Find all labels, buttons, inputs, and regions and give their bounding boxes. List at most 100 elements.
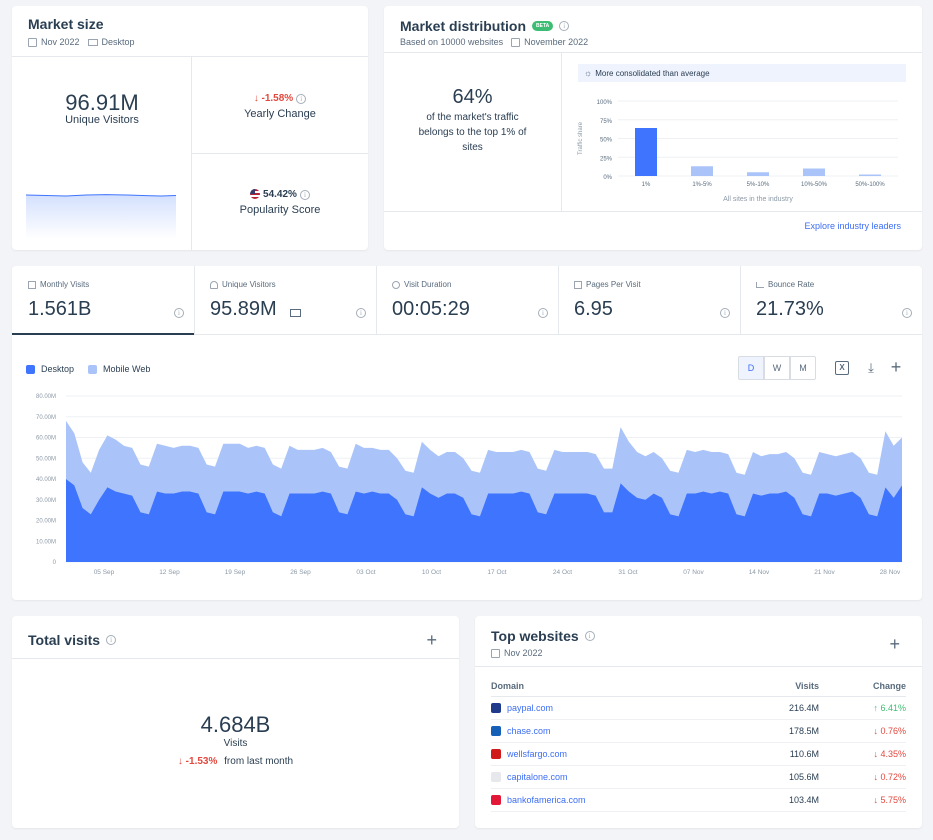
pages-icon <box>574 280 582 289</box>
metric-monthly-visits[interactable]: Monthly Visits 1.561B i <box>12 266 194 335</box>
table-header-row: Domain Visits Change <box>491 676 906 697</box>
info-icon[interactable]: i <box>559 21 570 31</box>
info-icon[interactable]: i <box>174 308 184 318</box>
info-icon[interactable]: i <box>356 308 366 318</box>
metric-label: Unique Visitors <box>222 280 276 289</box>
domain-link[interactable]: chase.com <box>507 725 551 736</box>
market-distribution-title: Market distribution <box>400 18 527 34</box>
column-header-visits[interactable]: Visits <box>739 676 820 697</box>
change-cell: ↓ 4.35% <box>819 742 906 766</box>
calendar-icon <box>28 280 36 289</box>
download-icon[interactable]: ⤓ <box>868 360 874 375</box>
domain-link[interactable]: wellsfargo.com <box>507 748 568 759</box>
granularity-day-button[interactable]: D <box>738 356 764 380</box>
chase-logo-icon <box>491 726 501 737</box>
top-websites-card: Top websites i Nov 2022 + Domain Visits … <box>475 616 922 828</box>
visits-cell: 105.6M <box>739 765 820 789</box>
table-row[interactable]: paypal.com 216.4M ↑ 6.41% <box>491 696 906 720</box>
y-tick-label: 0% <box>603 175 612 181</box>
divider <box>558 266 559 334</box>
info-icon[interactable]: i <box>902 308 912 318</box>
table-row[interactable]: capitalone.com 105.6M ↓ 0.72% <box>491 765 906 789</box>
x-tick-label: 24 Oct <box>553 569 572 576</box>
divider <box>12 56 368 57</box>
divider <box>740 266 741 334</box>
top-websites-meta: Nov 2022 <box>491 648 543 658</box>
table-row[interactable]: wellsfargo.com 110.6M ↓ 4.35% <box>491 742 906 766</box>
info-icon[interactable]: i <box>538 308 548 318</box>
legend-mobile-web[interactable]: Mobile Web <box>88 364 150 374</box>
market-size-device: Desktop <box>101 37 135 47</box>
granularity-month-button[interactable]: M <box>790 356 816 380</box>
x-axis-label: All sites in the industry <box>723 196 793 203</box>
metric-visit-duration[interactable]: Visit Duration 00:05:29 i <box>376 266 558 334</box>
bar[interactable] <box>635 128 657 176</box>
x-tick-label: 21 Nov <box>814 569 835 576</box>
y-tick-label: 60.00M <box>36 436 56 442</box>
y-tick-label: 100% <box>597 100 613 106</box>
granularity-week-button[interactable]: W <box>764 356 790 380</box>
metric-pages-per-visit[interactable]: Pages Per Visit 6.95 i <box>558 266 740 334</box>
table-row[interactable]: bankofamerica.com 103.4M ↓ 5.75% <box>491 788 906 812</box>
checkbox-checked-icon[interactable] <box>26 364 35 374</box>
add-icon[interactable]: + <box>426 630 437 650</box>
info-icon[interactable]: i <box>300 190 311 200</box>
explore-industry-leaders-link[interactable]: Explore industry leaders <box>804 221 901 231</box>
add-icon[interactable]: + <box>890 357 902 377</box>
series-mobile-web-area[interactable] <box>66 420 902 517</box>
metric-unique-visitors[interactable]: Unique Visitors 95.89M i <box>194 266 376 334</box>
visits-cell: 103.4M <box>739 788 820 812</box>
bar[interactable] <box>747 172 769 176</box>
domain-link[interactable]: paypal.com <box>507 702 554 713</box>
popularity-value: 54.42% <box>263 189 297 200</box>
legend-mobile-label: Mobile Web <box>103 364 151 374</box>
table-row[interactable]: chase.com 178.5M ↓ 0.76% <box>491 719 906 743</box>
y-tick-label: 10.00M <box>36 539 56 545</box>
beta-badge: BETA <box>532 21 554 31</box>
total-visits-change: ↓ -1.53% from last month <box>12 756 459 767</box>
y-axis-label: Traffic share <box>578 121 584 155</box>
checkbox-checked-icon[interactable] <box>88 364 98 374</box>
us-flag-icon <box>249 189 260 200</box>
info-icon[interactable]: i <box>106 635 117 645</box>
y-tick-label: 20.00M <box>36 519 56 525</box>
bar[interactable] <box>691 166 713 176</box>
domain-cell[interactable]: paypal.com <box>491 696 740 720</box>
bar[interactable] <box>859 174 881 177</box>
excel-export-icon[interactable]: X <box>835 361 849 375</box>
x-tick-label: 05 Sep <box>94 569 115 576</box>
total-visits-change-value: ↓ -1.53% <box>177 756 218 767</box>
market-share-percent: 64% <box>452 86 493 108</box>
yearly-change: ↓ -1.58% i Yearly Change <box>192 92 368 120</box>
info-icon[interactable]: i <box>584 631 595 641</box>
desktop-icon <box>87 38 98 46</box>
top-websites-title: Top websites <box>491 628 579 644</box>
popularity-score: 54.42% i Popularity Score <box>192 188 368 216</box>
column-header-domain[interactable]: Domain <box>491 676 740 697</box>
divider <box>194 266 195 334</box>
domain-link[interactable]: capitalone.com <box>507 771 568 782</box>
info-icon[interactable]: i <box>720 308 730 318</box>
series-desktop-area[interactable] <box>66 479 902 562</box>
domain-cell[interactable]: chase.com <box>491 719 740 743</box>
metric-bounce-rate[interactable]: Bounce Rate 21.73% i <box>740 266 922 334</box>
metric-label: Visit Duration <box>404 280 452 289</box>
x-tick-label: 28 Nov <box>880 569 901 576</box>
metric-label: Pages Per Visit <box>586 280 641 289</box>
legend-desktop[interactable]: Desktop <box>26 364 74 374</box>
domain-link[interactable]: bankofamerica.com <box>507 794 586 805</box>
domain-cell[interactable]: capitalone.com <box>491 765 740 789</box>
bar[interactable] <box>803 168 825 177</box>
yearly-change-value: ↓ -1.58% <box>253 93 294 104</box>
visits-cell: 110.6M <box>739 742 820 766</box>
column-header-change[interactable]: Change <box>819 676 906 697</box>
info-icon[interactable]: i <box>296 94 307 104</box>
x-tick-label: 03 Oct <box>356 569 375 576</box>
add-icon[interactable]: + <box>889 634 900 654</box>
domain-cell[interactable]: wellsfargo.com <box>491 742 740 766</box>
visits-cell: 178.5M <box>739 719 820 743</box>
top-websites-header: Top websites i <box>491 628 595 644</box>
metric-value: 95.89M <box>210 298 277 320</box>
domain-cell[interactable]: bankofamerica.com <box>491 788 740 812</box>
market-distribution-chart: 100% 75% 50% 25% 0% Traffic share 1% 1%-5% 5%-10… <box>578 100 898 203</box>
